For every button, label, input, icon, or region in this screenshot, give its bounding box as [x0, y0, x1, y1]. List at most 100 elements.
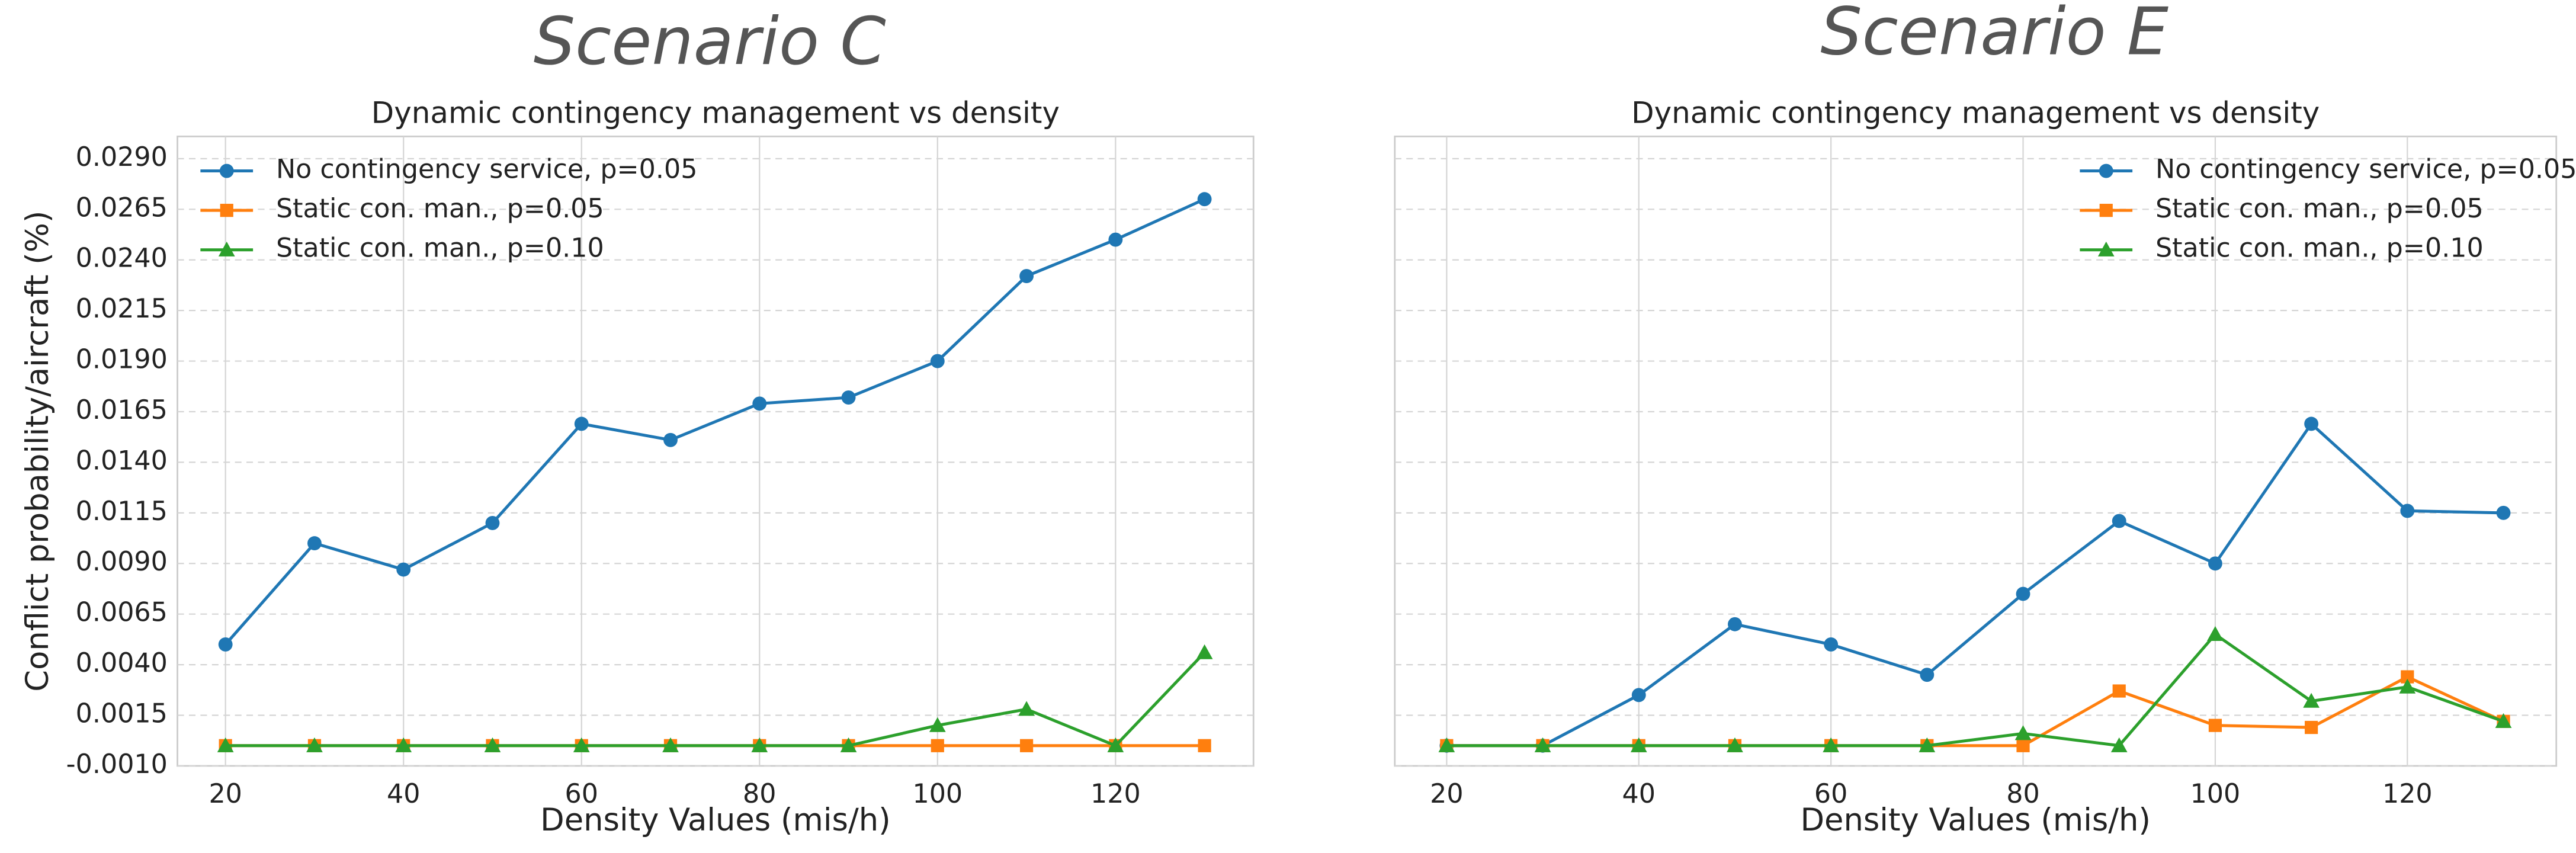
figure-heading: Scenario E [1820, 0, 2168, 70]
marker [1197, 192, 1212, 207]
y-tick-label: 0.0140 [76, 445, 168, 476]
marker [1019, 269, 1034, 283]
marker [306, 737, 323, 752]
series-line [224, 197, 1205, 646]
y-tick-label: 0.0215 [1293, 294, 1385, 324]
marker [2016, 586, 2030, 601]
x-axis-label: Density Values (mis/h) [1800, 802, 2151, 838]
legend-entry: Static con. man., p=0.10 [200, 233, 604, 264]
y-tick-label: 0.0040 [1293, 648, 1385, 678]
marker [396, 562, 411, 577]
x-tick-label: 20 [208, 779, 242, 809]
legend-entry: No contingency service, p=0.05 [2080, 155, 2576, 185]
marker [931, 739, 944, 752]
marker [1919, 737, 1936, 752]
marker [219, 163, 234, 178]
marker [395, 737, 412, 752]
y-tick-label: 0.0040 [76, 648, 168, 678]
y-tick-label: 0.0290 [1293, 142, 1385, 172]
marker [2303, 692, 2320, 708]
marker [1198, 739, 1211, 752]
y-tick-label: 0.0240 [1293, 243, 1385, 274]
x-tick-label: 80 [2006, 779, 2039, 809]
marker [2112, 514, 2126, 528]
figure-heading: Scenario C [534, 4, 886, 80]
y-tick-label: 0.0065 [1293, 598, 1385, 628]
plot-area [177, 135, 1255, 767]
plot-area [1394, 135, 2558, 767]
marker [840, 737, 857, 752]
marker [1534, 737, 1551, 752]
y-tick-label: 0.0190 [1293, 345, 1385, 375]
marker [2400, 504, 2415, 518]
y-tick-label: 0.0090 [76, 547, 168, 577]
y-tick-label: 0.0265 [76, 193, 168, 223]
marker [1108, 232, 1123, 247]
series-line [1446, 632, 2504, 748]
y-tick-label: 0.0265 [1293, 193, 1385, 223]
marker [2014, 725, 2032, 740]
subplot-title: Dynamic contingency management vs densit… [1631, 96, 2320, 130]
legend-label: Static con. man., p=0.10 [276, 233, 604, 264]
marker [2112, 684, 2126, 698]
marker [2304, 416, 2319, 431]
x-tick-label: 100 [912, 779, 963, 809]
marker [1631, 688, 1646, 703]
legend-label: No contingency service, p=0.05 [2155, 155, 2576, 185]
marker [484, 737, 501, 752]
x-tick-label: 120 [1090, 779, 1141, 809]
marker [307, 536, 322, 551]
y-tick-label: 0.0090 [1293, 547, 1385, 577]
x-tick-label: 120 [2382, 779, 2433, 809]
x-tick-label: 100 [2190, 779, 2241, 809]
marker [573, 737, 590, 752]
marker [574, 416, 589, 431]
y-tick-label: 0.0015 [76, 699, 168, 729]
marker [1728, 617, 1742, 631]
x-tick-label: 20 [1430, 779, 1463, 809]
y-tick-label: 0.0115 [1293, 496, 1385, 527]
x-tick-label: 60 [1814, 779, 1847, 809]
x-tick-label: 40 [1622, 779, 1656, 809]
marker [218, 637, 233, 652]
marker [2401, 670, 2414, 684]
marker [663, 432, 678, 447]
marker [1107, 737, 1124, 752]
marker [2097, 241, 2115, 256]
y-tick-label: 0.0215 [76, 294, 168, 324]
legend-label: Static con. man., p=0.05 [2155, 194, 2484, 224]
marker [2305, 720, 2318, 735]
marker [2208, 719, 2222, 732]
x-tick-label: 60 [565, 779, 598, 809]
y-tick-label: 0.0015 [1293, 699, 1385, 729]
marker [2110, 737, 2128, 752]
marker [2099, 204, 2113, 217]
marker [1196, 644, 1213, 659]
y-tick-label: 0.0140 [1293, 445, 1385, 476]
y-tick-label: 0.0290 [76, 142, 168, 172]
legend-entry: Static con. man., p=0.05 [2080, 194, 2484, 224]
marker [662, 737, 679, 752]
legend-entry: No contingency service, p=0.05 [200, 155, 697, 185]
y-tick-label: 0.0165 [76, 395, 168, 425]
marker [1727, 737, 1743, 752]
x-tick-label: 80 [743, 779, 776, 809]
marker [1438, 737, 1455, 752]
marker [1920, 668, 1935, 682]
y-tick-label: 0.0115 [76, 496, 168, 527]
series-line [225, 651, 1206, 748]
marker [218, 241, 235, 256]
marker [841, 390, 856, 405]
marker [2099, 163, 2113, 178]
subplot: Scenario C Dynamic contingency management… [20, 4, 1255, 838]
marker [2016, 739, 2030, 752]
marker [751, 737, 768, 752]
marker [1823, 737, 1840, 752]
y-tick-label: 0.0065 [76, 598, 168, 628]
y-axis-label: Conflict probability/aircraft (%) [20, 211, 56, 692]
y-tick-label: -0.0010 [1284, 749, 1385, 780]
marker [752, 396, 767, 411]
x-axis-label: Density Values (mis/h) [540, 802, 891, 838]
